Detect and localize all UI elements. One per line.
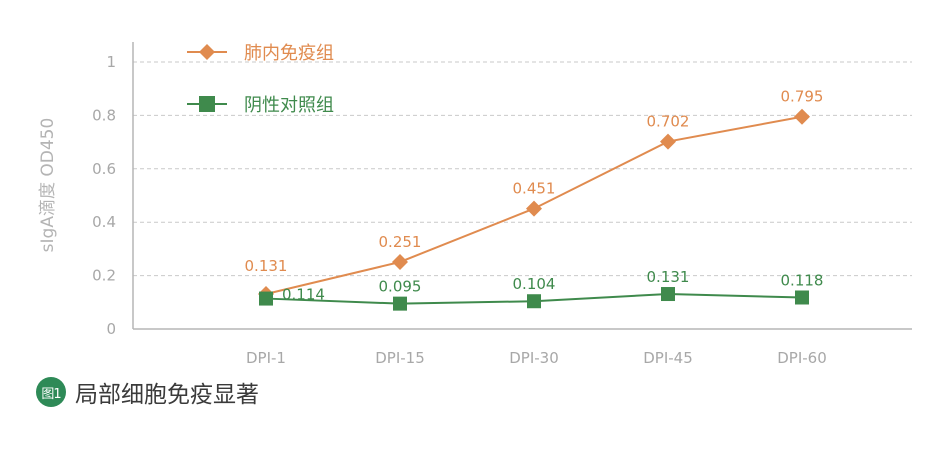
data-label: 0.118: [781, 271, 824, 289]
legend-marker: [199, 96, 215, 112]
data-point: [393, 296, 407, 311]
data-point: [392, 253, 408, 270]
data-label: 0.131: [647, 268, 690, 286]
data-label: 0.095: [379, 278, 422, 296]
y-tick-label: 0.8: [92, 106, 116, 124]
figure-caption: 图1 局部细胞免疫显著: [36, 374, 259, 410]
data-point: [527, 294, 541, 309]
data-label: 0.702: [647, 113, 690, 131]
x-tick-label: DPI-1: [246, 349, 286, 367]
legend-marker: [199, 44, 215, 60]
data-label: 0.104: [513, 275, 556, 293]
data-label: 0.131: [245, 257, 288, 275]
data-point: [795, 290, 809, 305]
figure-badge: 图1: [36, 377, 66, 407]
x-tick-label: DPI-60: [777, 349, 827, 367]
legend-label: 肺内免疫组: [244, 43, 334, 64]
data-label: 0.251: [379, 233, 422, 251]
y-tick-label: 0.6: [92, 160, 116, 178]
x-tick-label: DPI-15: [375, 349, 425, 367]
data-label: 0.114: [282, 286, 325, 304]
data-point: [661, 287, 675, 302]
y-tick-label: 0.2: [92, 267, 116, 285]
x-tick-label: DPI-30: [509, 349, 559, 367]
data-label: 0.451: [513, 180, 556, 198]
y-tick-label: 1: [106, 53, 116, 71]
y-tick-label: 0.4: [92, 213, 116, 231]
data-point: [259, 291, 273, 306]
data-point: [660, 133, 676, 150]
caption-text: 局部细胞免疫显著: [75, 382, 259, 408]
data-point: [794, 108, 810, 125]
x-tick-label: DPI-45: [643, 349, 693, 367]
y-tick-label: 0: [106, 320, 116, 338]
line-chart: 0 0.2 0.4 0.6 0.8 1 DPI-1 DPI-15 DPI-30 DPI-45 DP…: [38, 42, 912, 367]
data-point: [526, 200, 542, 217]
y-axis-label: sIgA滴度 OD450: [38, 118, 58, 253]
data-label: 0.795: [781, 88, 824, 106]
legend-label: 阴性对照组: [244, 95, 334, 116]
